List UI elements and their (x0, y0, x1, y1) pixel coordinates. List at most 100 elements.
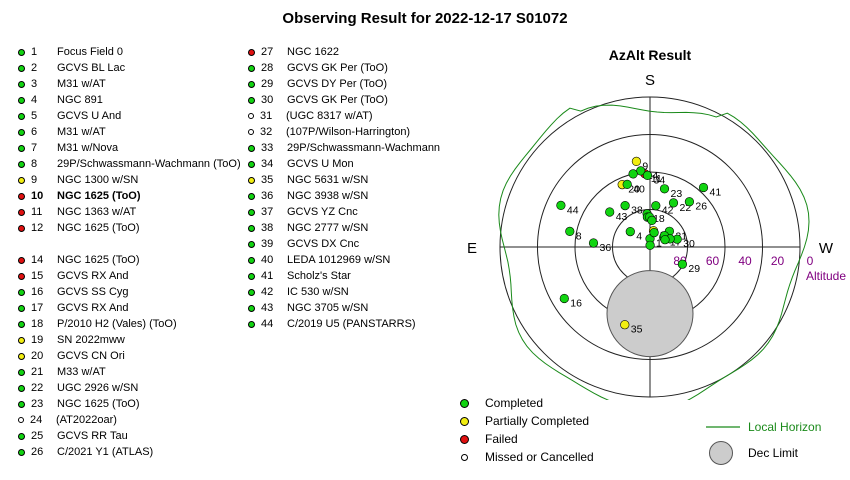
target-name: LEDA 1012969 w/SN (287, 254, 391, 266)
target-number: 43 (261, 302, 274, 314)
data-point-label: 11 (651, 173, 662, 185)
target-name: GCVS RR Tau (57, 430, 128, 442)
data-point-label: 38 (631, 205, 643, 217)
target-name: 29P/Schwassmann-Wachmann (287, 142, 441, 154)
data-point-label: 21 (675, 230, 687, 242)
altitude-tick-label: 60 (706, 254, 720, 268)
target-name: M31 w/AT (57, 78, 106, 90)
data-point (620, 320, 630, 330)
target-number: 16 (31, 286, 44, 298)
data-point-label: 4 (636, 231, 642, 243)
data-point-label: 30 (683, 238, 695, 250)
target-name: NGC 3705 w/SN (287, 302, 369, 314)
target-name: GCVS U Mon (287, 158, 354, 170)
data-point (645, 240, 655, 250)
target-number: 9 (31, 174, 38, 186)
data-point-label: 16 (570, 298, 582, 310)
status-dot-icon (18, 448, 25, 456)
data-point-label: 35 (631, 324, 643, 336)
target-number: 1 (31, 46, 38, 58)
target-item: 8 29P/Schwassmann-Wachmann (ToO) (14, 156, 241, 172)
target-name: (UGC 8317 w/AT) (286, 110, 373, 122)
status-dot-icon (248, 272, 255, 280)
target-item: 3 M31 w/AT (14, 76, 241, 92)
target-name: GCVS CN Ori (57, 350, 125, 362)
altitude-tick-label: 0 (807, 254, 814, 268)
target-item: 15 GCVS RX And (14, 268, 241, 284)
target-item: 23 NGC 1625 (ToO) (14, 396, 241, 412)
target-name: GCVS RX And (57, 302, 129, 314)
data-point-label: 20 (628, 184, 640, 196)
status-dot-icon (18, 256, 25, 264)
target-number: 26 (31, 446, 44, 458)
target-number: 39 (261, 238, 274, 250)
altitude-tick-label: 40 (738, 254, 752, 268)
data-point-label: 42 (662, 205, 674, 217)
data-point (631, 156, 641, 166)
status-dot-icon (18, 208, 25, 216)
status-dot-icon (18, 128, 25, 136)
status-dot-icon (18, 417, 24, 423)
status-dot-icon (18, 432, 25, 440)
target-number: 4 (31, 94, 38, 106)
target-number: 25 (31, 430, 44, 442)
target-name: NGC 1622 (287, 46, 339, 58)
direction-label-west: W (819, 240, 834, 257)
data-point (660, 235, 670, 245)
target-item: 28 GCVS GK Per (ToO) (244, 60, 440, 76)
target-item: 4 NGC 891 (14, 92, 241, 108)
target-item: 21 M33 w/AT (14, 364, 241, 380)
target-number: 38 (261, 222, 274, 234)
direction-label-east: E (467, 240, 477, 257)
target-number: 20 (31, 350, 44, 362)
target-number: 27 (261, 46, 274, 58)
target-item: 5 GCVS U And (14, 108, 241, 124)
status-dot-icon (248, 129, 254, 135)
altitude-axis-label: Altitude (806, 269, 846, 283)
target-item: 19 SN 2022mww (14, 332, 241, 348)
target-item: 43 NGC 3705 w/SN (244, 300, 440, 316)
target-number: 19 (31, 334, 44, 346)
legend-failed: Failed (460, 430, 594, 448)
status-dot-icon (248, 304, 255, 312)
data-point (649, 228, 659, 238)
data-point (668, 198, 679, 208)
target-item: 31 (UGC 8317 w/AT) (244, 108, 440, 124)
dec-limit-icon (709, 441, 733, 465)
target-name: NGC 891 (57, 94, 103, 106)
data-point-label: 36 (600, 242, 612, 254)
target-name: GCVS U And (57, 110, 122, 122)
target-name: NGC 1625 (ToO) (57, 254, 140, 266)
status-dot-icon (18, 160, 25, 168)
horizon-line-icon (706, 426, 740, 428)
target-name: C/2021 Y1 (ATLAS) (57, 446, 154, 458)
status-dot-icon (248, 48, 255, 56)
data-point (698, 182, 709, 193)
status-dot-icon (18, 64, 25, 72)
target-item: 30 GCVS GK Per (ToO) (244, 92, 440, 108)
target-name: GCVS RX And (57, 270, 129, 282)
target-name: NGC 1363 w/AT (57, 206, 137, 218)
target-item: 24 (AT2022oar) (14, 412, 241, 428)
target-number: 2 (31, 62, 38, 74)
target-item: 41 Scholz's Star (244, 268, 440, 284)
status-dot-icon (18, 96, 25, 104)
target-item: 2 GCVS BL Lac (14, 60, 241, 76)
azalt-chart: AzAlt Result SNEW806040200Altitude 14891… (467, 47, 846, 400)
data-point (588, 238, 599, 248)
target-number: 22 (31, 382, 44, 394)
status-dot-icon (18, 336, 25, 344)
target-item: 9 NGC 1300 w/SN (14, 172, 241, 188)
data-point-label: 22 (680, 202, 692, 214)
status-dot-icon (248, 80, 255, 88)
target-name: NGC 2777 w/SN (287, 222, 369, 234)
legend-secondary: Local Horizon Dec Limit (706, 420, 821, 466)
altitude-tick-label: 20 (771, 254, 785, 268)
target-item: 42 IC 530 w/SN (244, 284, 440, 300)
target-item: 35 NGC 5631 w/SN (244, 172, 440, 188)
target-item: 20 GCVS CN Ori (14, 348, 241, 364)
legend-completed: Completed (460, 394, 594, 412)
target-item: 14 NGC 1625 (ToO) (14, 252, 241, 268)
data-point (677, 259, 687, 269)
status-dot-icon (18, 176, 25, 184)
